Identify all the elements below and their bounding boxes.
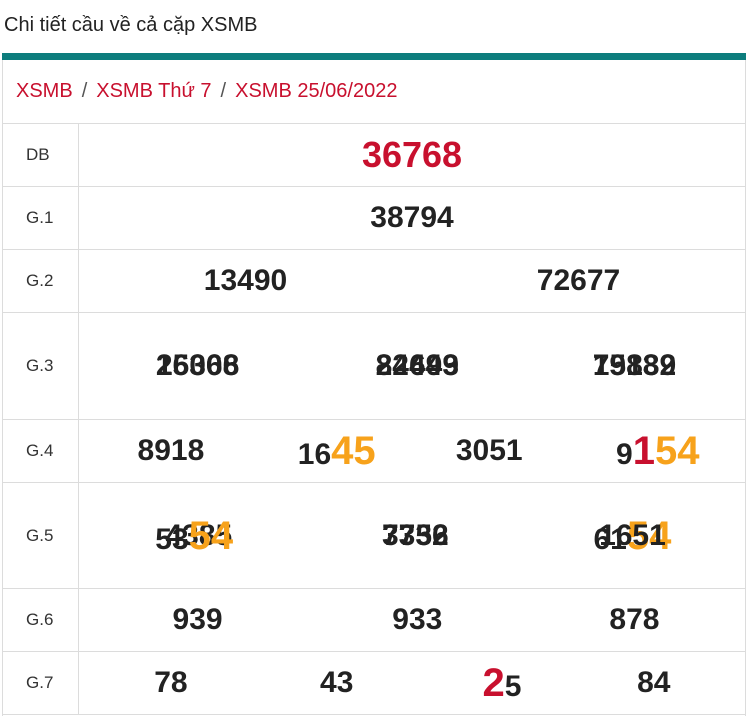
prize-values-db: 36768 xyxy=(78,123,746,187)
prize-values-g1: 38794 xyxy=(78,186,746,250)
g7-number: 43 xyxy=(320,668,353,698)
digits: 3336 xyxy=(381,518,449,552)
g4-number: 1645 xyxy=(298,431,376,471)
highlighted-pair: 54 xyxy=(188,513,234,558)
special-digit: 1 xyxy=(632,429,655,473)
g5-number: 7752 xyxy=(381,518,449,552)
prize-label-g5: G.5 xyxy=(2,482,79,589)
digits: 53 xyxy=(155,522,189,556)
g5-number: 3336 xyxy=(381,518,449,552)
g7-number: 25 xyxy=(482,663,521,703)
table-row-g6: G.6 939 933 878 xyxy=(2,588,746,652)
g3-number: 15066 xyxy=(155,349,240,382)
g3-number: 24443 xyxy=(375,349,460,382)
breadcrumb-link-xsmb-thu-7[interactable]: XSMB Thứ 7 xyxy=(96,80,212,102)
breadcrumb-link-xsmb-date[interactable]: XSMB 25/06/2022 xyxy=(235,80,398,102)
prize-values-g6: 939 933 878 xyxy=(78,588,746,652)
g6-number: 933 xyxy=(392,603,443,636)
prize-values-g3: 15066 24443 15882 26308 82699 79139 xyxy=(78,312,746,420)
g3-number: 82699 xyxy=(375,349,460,382)
digits: 43 xyxy=(320,666,354,699)
g7-number: 78 xyxy=(154,668,187,698)
page-title: Chi tiết cầu về cả cặp XSMB xyxy=(4,14,258,36)
g3-number: 79139 xyxy=(592,349,677,382)
g6-number: 939 xyxy=(172,603,223,636)
prize-label-g1: G.1 xyxy=(2,186,79,250)
special-prize-number: 36768 xyxy=(361,134,463,175)
g4-number: 9154 xyxy=(616,431,699,471)
prize-label-db: DB xyxy=(2,123,79,187)
table-row-db: DB 36768 xyxy=(2,123,746,187)
digits: 4385 xyxy=(165,518,233,552)
prize-label-g3: G.3 xyxy=(2,312,79,420)
g3-number: 15882 xyxy=(592,349,677,382)
prize-label-g4: G.4 xyxy=(2,419,79,483)
g2-number: 72677 xyxy=(536,264,621,297)
digits: 3051 xyxy=(455,434,523,467)
prize-label-g6: G.6 xyxy=(2,588,79,652)
digits: 5 xyxy=(504,670,522,703)
g5-number: 6154 xyxy=(594,516,672,556)
g5-number: 5354 xyxy=(155,516,233,556)
table-row-g2: G.2 13490 72677 xyxy=(2,249,746,313)
prize-values-g4: 8918 1645 3051 9154 xyxy=(78,419,746,483)
digits: 8918 xyxy=(137,434,205,467)
g7-number: 84 xyxy=(637,668,670,698)
digits: 78 xyxy=(154,666,188,699)
g6-number: 878 xyxy=(609,603,660,636)
table-row-g3: G.3 15066 24443 15882 26308 82699 79139 xyxy=(2,312,746,420)
prize-label-g7: G.7 xyxy=(2,651,79,715)
prize-label-g2: G.2 xyxy=(2,249,79,313)
results-table: DB 36768 G.1 38794 G.2 13490 72677 G.3 1… xyxy=(2,123,746,715)
digits: 7752 xyxy=(381,518,449,552)
g5-number: 4385 xyxy=(165,518,233,552)
digits: 61 xyxy=(593,522,627,556)
prize-values-g5: 4385 7752 6154 5354 3336 1651 xyxy=(78,482,746,589)
g3-number: 26308 xyxy=(155,349,240,382)
table-row-g7: G.7 78 43 25 84 xyxy=(2,651,746,715)
header-accent-bar xyxy=(2,53,746,60)
g4-number: 8918 xyxy=(138,436,205,466)
table-row-g1: G.1 38794 xyxy=(2,186,746,250)
breadcrumb-separator: / xyxy=(81,80,88,102)
highlighted-pair: 45 xyxy=(331,429,376,473)
digits: 16 xyxy=(297,438,332,471)
breadcrumb: XSMB / XSMB Thứ 7 / XSMB 25/06/2022 xyxy=(16,80,397,103)
g1-number: 38794 xyxy=(370,201,454,234)
breadcrumb-separator: / xyxy=(220,80,227,102)
highlighted-pair: 54 xyxy=(654,429,700,473)
prize-values-g2: 13490 72677 xyxy=(78,249,746,313)
highlighted-pair: 54 xyxy=(626,513,672,558)
g4-number: 3051 xyxy=(456,436,523,466)
special-digit: 2 xyxy=(482,661,505,705)
digits: 1651 xyxy=(599,518,666,552)
table-row-g4: G.4 8918 1645 3051 9154 xyxy=(2,419,746,483)
digits: 9 xyxy=(616,438,633,471)
table-row-g5: G.5 4385 7752 6154 5354 3336 1651 xyxy=(2,482,746,589)
g5-number: 1651 xyxy=(599,518,666,552)
g2-number: 13490 xyxy=(203,264,288,297)
prize-values-g7: 78 43 25 84 xyxy=(78,651,746,715)
breadcrumb-link-xsmb[interactable]: XSMB xyxy=(16,80,73,102)
digits: 84 xyxy=(637,666,671,699)
